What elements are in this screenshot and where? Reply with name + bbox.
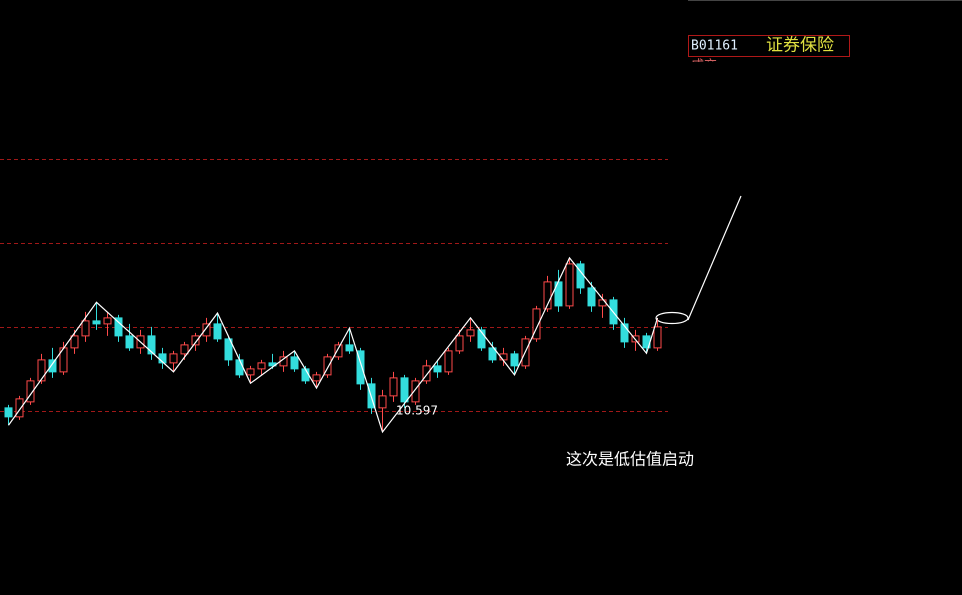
candle-body bbox=[565, 263, 574, 307]
candle-body bbox=[202, 323, 211, 337]
candle-body bbox=[191, 335, 200, 346]
stock-code: B01161 bbox=[691, 39, 738, 54]
candle-body bbox=[576, 263, 585, 289]
candle-body bbox=[26, 380, 35, 403]
candle-body bbox=[422, 365, 431, 382]
annotation: 这次是低估值启动 bbox=[566, 450, 694, 469]
low-price-label: 10.597 bbox=[396, 404, 438, 418]
candle-body bbox=[114, 317, 123, 337]
candle-body bbox=[147, 335, 156, 355]
candle-body bbox=[378, 395, 387, 409]
candle-body bbox=[433, 365, 442, 373]
pointer-line bbox=[687, 195, 742, 321]
candle-body bbox=[37, 359, 46, 382]
candle-body bbox=[598, 299, 607, 307]
candle-body bbox=[301, 368, 310, 382]
candle-body bbox=[444, 350, 453, 373]
candle-body bbox=[246, 368, 255, 376]
candle-body bbox=[334, 344, 343, 358]
candle-body bbox=[411, 380, 420, 403]
candle-body bbox=[455, 335, 464, 352]
candle-body bbox=[103, 317, 112, 325]
candle-body bbox=[466, 329, 475, 337]
candle-body bbox=[312, 374, 321, 382]
candle-body bbox=[389, 377, 398, 397]
stock-name: 证券保险 bbox=[766, 36, 834, 56]
volume-label: 成交 bbox=[691, 58, 717, 74]
candle-body bbox=[620, 323, 629, 343]
candle-body bbox=[488, 347, 497, 361]
candle-body bbox=[125, 335, 134, 349]
candle-body bbox=[510, 353, 519, 367]
candle-body bbox=[15, 398, 24, 418]
candle-body bbox=[653, 326, 662, 349]
candle-body bbox=[224, 338, 233, 361]
candle-body bbox=[92, 320, 101, 325]
candle-body bbox=[235, 359, 244, 376]
candle-body bbox=[290, 356, 299, 370]
candle-body bbox=[400, 377, 409, 403]
candle-body bbox=[356, 350, 365, 385]
candle-body bbox=[70, 335, 79, 349]
candle-body bbox=[323, 356, 332, 376]
candle-body bbox=[180, 344, 189, 355]
candle-body bbox=[4, 407, 13, 418]
candle-body bbox=[543, 281, 552, 310]
candle-body bbox=[213, 323, 222, 340]
highlight-ellipse bbox=[655, 311, 689, 325]
candle-body bbox=[587, 287, 596, 307]
candle-body bbox=[257, 362, 266, 370]
candle-body bbox=[169, 353, 178, 364]
candle-body bbox=[345, 344, 354, 352]
candle-body bbox=[48, 359, 57, 373]
zigzag-line bbox=[8, 256, 659, 434]
candle-body bbox=[477, 329, 486, 349]
candle-body bbox=[81, 320, 90, 337]
header-box bbox=[688, 35, 850, 57]
candle-body bbox=[532, 308, 541, 340]
